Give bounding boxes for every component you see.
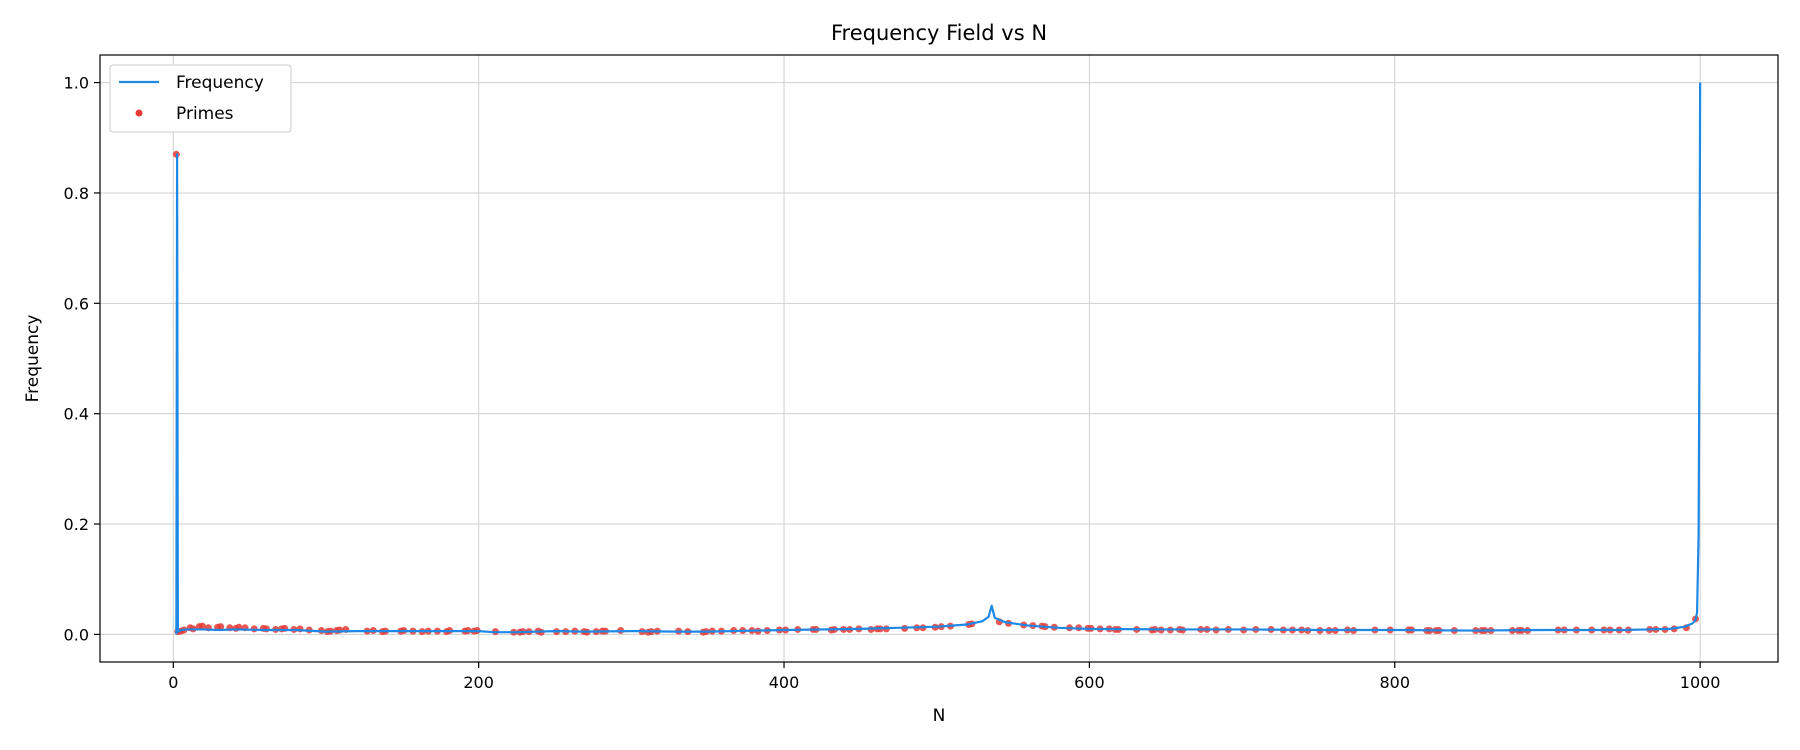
y-axis-label: Frequency: [23, 315, 43, 403]
legend: Frequency Primes: [109, 64, 292, 133]
frequency-line: [175, 82, 1702, 635]
x-tick-label: 1000: [1680, 673, 1721, 692]
grid: [100, 55, 1778, 662]
y-tick-label: 0.2: [64, 515, 89, 534]
axes-frame: [99, 54, 1779, 663]
x-tick-label: 400: [769, 673, 800, 692]
legend-label-primes: Primes: [176, 104, 234, 124]
y-tick-label: 0.8: [64, 184, 89, 203]
x-tick-label: 200: [463, 673, 494, 692]
y-tick-label: 0.4: [64, 405, 89, 424]
legend-point-swatch: [135, 109, 143, 117]
y-tick-label: 0.6: [64, 294, 89, 313]
chart-title: Frequency Field vs N: [831, 21, 1047, 45]
x-tick-label: 600: [1074, 673, 1105, 692]
ticks: 0 200 400 600 800 1000 0.0 0.2 0.4 0.6 0.8 1.0: [64, 74, 1721, 692]
legend-label-frequency: Frequency: [176, 73, 264, 93]
plot-area: [172, 82, 1702, 636]
y-tick-label: 0.0: [64, 625, 89, 644]
prime-point: [198, 622, 206, 630]
prime-point: [217, 623, 225, 631]
x-tick-label: 0: [168, 673, 178, 692]
y-tick-label: 1.0: [64, 74, 89, 93]
x-tick-label: 800: [1379, 673, 1410, 692]
x-axis-label: N: [933, 706, 946, 726]
